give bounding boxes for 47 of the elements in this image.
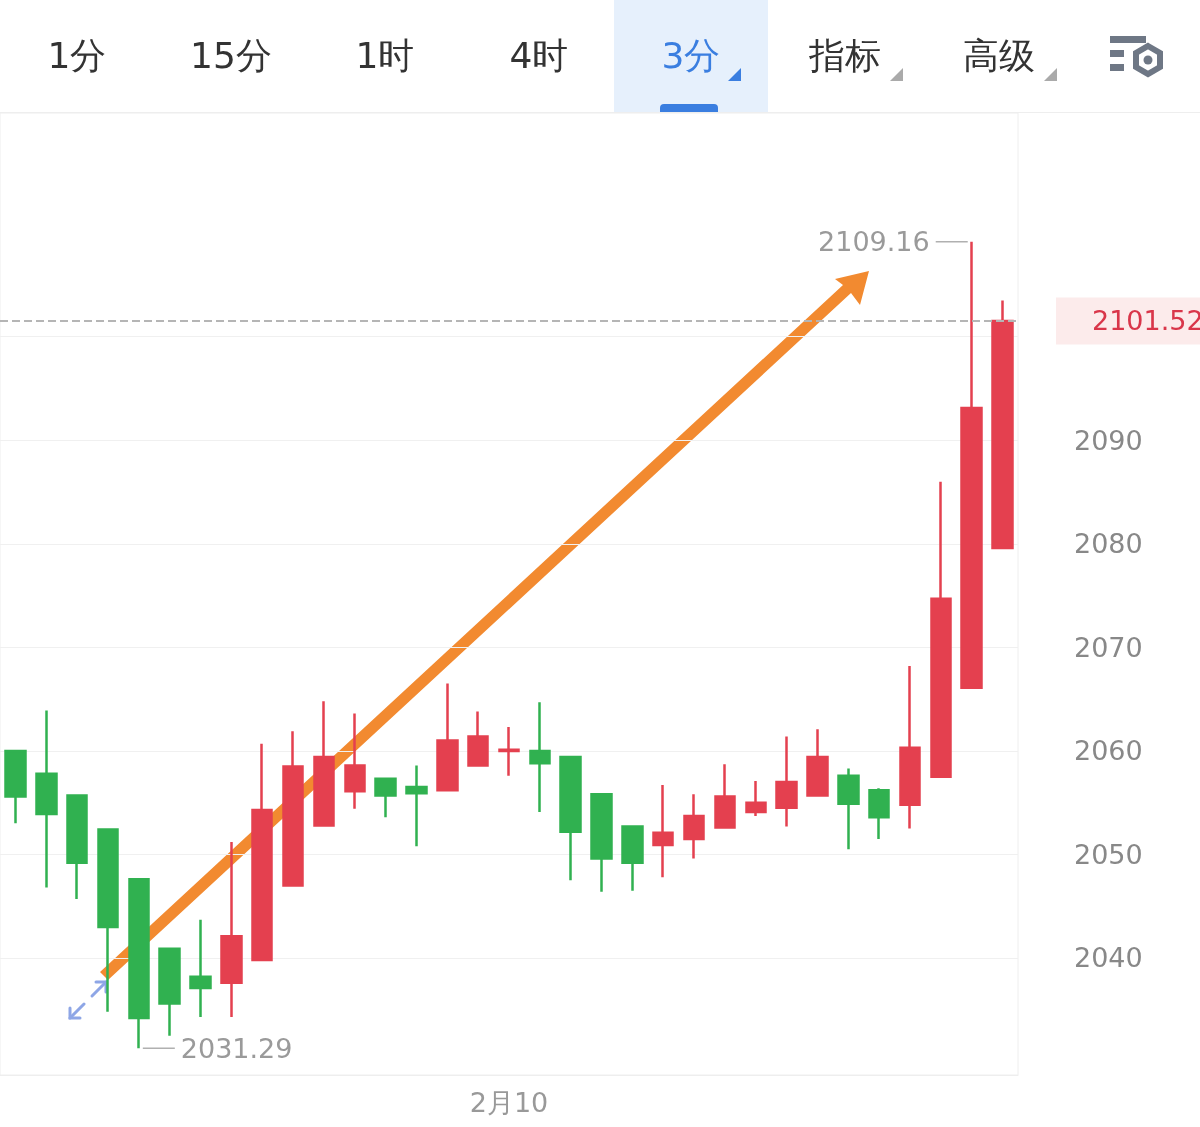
x-tick-label: 2月10 [469, 1087, 549, 1118]
ref-line-label: 2101.52 [1092, 305, 1200, 337]
candlestick [436, 682, 459, 792]
candlestick [374, 777, 397, 819]
candlestick [498, 725, 520, 777]
candlestick [158, 947, 181, 1037]
candlestick [220, 840, 243, 1019]
text: 3分 [661, 35, 721, 76]
candlestick [467, 710, 489, 767]
candlestick [405, 764, 428, 848]
y-tick-label: 2040 [1074, 942, 1143, 974]
candlestick [991, 299, 1014, 550]
candlestick [128, 878, 150, 1050]
y-tick-label: 2070 [1074, 631, 1143, 663]
candlestick [960, 240, 983, 689]
candlestick [344, 712, 366, 811]
candlestick [899, 664, 921, 830]
candlestick [529, 700, 551, 814]
y-tick-label: 2060 [1074, 735, 1143, 767]
y-tick-label: 2080 [1074, 528, 1143, 560]
candlestick [35, 709, 58, 889]
candlestick [775, 735, 798, 828]
y-tick-label: 2050 [1074, 838, 1143, 870]
annotation: 2109.16 [818, 226, 930, 258]
text: 高级 [963, 35, 1035, 76]
text: 15分 [190, 35, 272, 76]
candlestick [930, 480, 952, 779]
text: 1分 [47, 35, 107, 76]
y-tick-label: 2090 [1074, 424, 1143, 456]
annotation: 2031.29 [180, 1032, 293, 1064]
candlestick [837, 767, 860, 851]
candlestick [590, 793, 613, 893]
candlestick [683, 793, 705, 860]
candlestick [652, 783, 674, 879]
candlestick [868, 786, 890, 841]
candlestick [714, 763, 736, 829]
candlestick [251, 742, 273, 962]
candlestick [621, 825, 644, 892]
text: 4时 [509, 35, 569, 76]
candlestick [4, 749, 27, 825]
candlestick [66, 794, 88, 901]
candlestick [189, 918, 212, 1019]
text: 指标 [809, 35, 881, 76]
text: 1时 [355, 35, 415, 76]
candlestick [806, 727, 829, 797]
candlestick [559, 755, 582, 882]
candlestick [745, 779, 767, 818]
